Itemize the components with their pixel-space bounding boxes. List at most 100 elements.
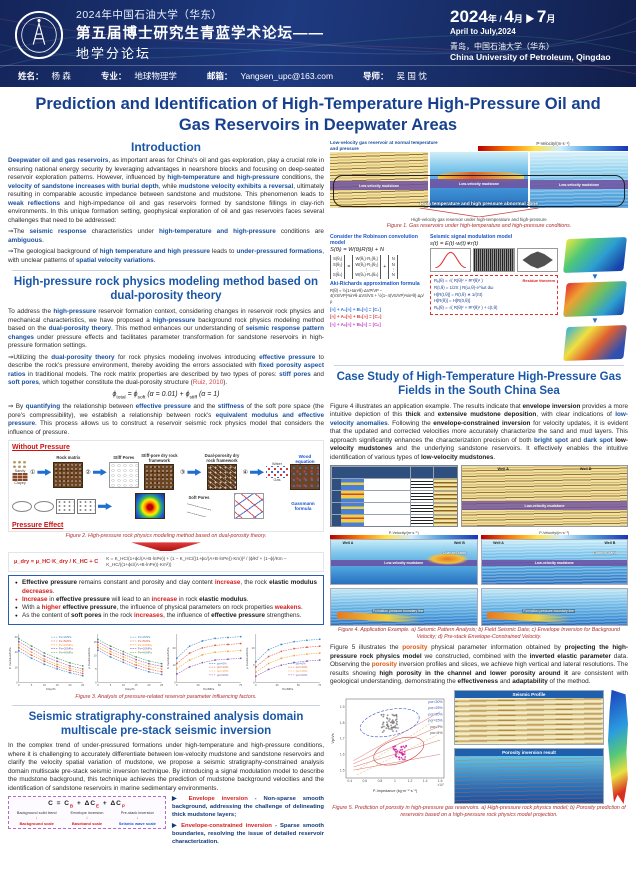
svg-text:Clay/%: Clay/%: [46, 687, 56, 691]
pattern-table-cell: [341, 514, 364, 526]
decomp-col-envelope: Envelope inversion ↓ Baseband scale: [63, 810, 110, 826]
velocity-volume-icon: [563, 325, 627, 362]
event-titles: 2024年中国石油大学（华东） 第五届博士研究生青蓝学术论坛—— 地学分论坛: [76, 7, 324, 62]
decomp-col-background: Background solid trend ↓ Background scal…: [13, 810, 60, 826]
pattern-table-header-cell: [341, 466, 364, 479]
svg-text:75: 75: [318, 683, 321, 687]
seismic-profile-image: [455, 697, 603, 745]
svg-text:por=5%: por=5%: [296, 661, 306, 665]
event-subtitle: 地学分论坛: [76, 46, 152, 61]
residue-theorem-label: Residue theorem: [522, 278, 555, 284]
soft-pores-icon: [187, 501, 211, 517]
envelope-bullets: ▶ Envelope inversion - Non-sparse smooth…: [172, 796, 324, 850]
step-4: ④: [242, 469, 248, 476]
svg-text:0: 0: [18, 683, 20, 687]
wavelet-matrix-rows: [≈] + A₁[≈] + B₁[≈] = [C₁] [≈] + A₂[≈] +…: [330, 307, 382, 327]
k-formula: K = K_HC/(1+ϕc/(A+B·lnPe)) + (1 − K_HC/(…: [106, 556, 287, 568]
section3-paragraph: In the complex trend of under-pressured …: [8, 742, 324, 792]
robinson-matrix: S(θ₁) S(θ₂) ⋮ S(θₙ) = W(θ₁)·R₁(θ₁) W(θ₂)·R₂(…: [330, 255, 426, 279]
svg-text:50: 50: [297, 683, 300, 687]
normal-reservoir-label: Low-velocity gas reservoir at normal tem…: [330, 140, 438, 151]
modulation-miniplots: [430, 248, 558, 273]
flow-arrow-icon: [250, 468, 264, 476]
svg-text:1.2: 1.2: [408, 779, 413, 783]
pattern-table-cell: [433, 478, 457, 491]
figure-2-caption: Figure 2. High-pressure rock physics mod…: [65, 533, 267, 540]
case-study-paragraph-2: Figure 5 illustrates the porosity physic…: [330, 644, 629, 686]
stiff-pores-cube: Stiff Pores: [108, 456, 139, 489]
channel-sand-label: Channel sand: [593, 550, 617, 555]
envelope-bullet-1: ▶ Envelope inversion - Non-sparse smooth…: [172, 796, 325, 819]
velocity-section-d: Formation pressure boundary line: [480, 587, 628, 626]
svg-text:por=20%: por=20%: [217, 673, 229, 677]
pressure-effect-label: Pressure Effect: [12, 522, 64, 530]
finding-item: Increase in effective pressure will lead…: [15, 596, 317, 604]
svg-text:por=5%: por=5%: [217, 661, 227, 665]
pattern-table-header-cell: [433, 466, 457, 479]
figure-2-bottom-row: Soft Pores Gassmann formula: [12, 493, 320, 520]
pattern-table-cell: [433, 490, 457, 503]
decomposition-formula: C = CB + ΔCE + ΔCP: [48, 800, 126, 809]
sem-image-icon: [56, 498, 75, 514]
finding-item: With a higher effective pressure, the in…: [15, 604, 317, 612]
mu-formula: μ_dry = μ_HC·K_dry / K_HC + C: [14, 559, 99, 566]
pattern-table-row-label: [331, 502, 341, 515]
svg-text:por=15%: por=15%: [428, 718, 442, 722]
methods-left: Consider the Robinson convolution model …: [330, 232, 426, 360]
svg-text:Vp/Vs: Vp/Vs: [331, 733, 335, 743]
stiff-frame-icon: [144, 464, 175, 491]
pattern-table-header-cell: [387, 466, 411, 479]
seismic-panel-amplitude: Low-velocity mudstone: [330, 152, 428, 209]
svg-text:20: 20: [147, 683, 150, 687]
seismic-pattern-table: [330, 465, 458, 528]
svg-text:Pe=5MPa: Pe=5MPa: [59, 639, 72, 643]
pattern-table-cell: [410, 490, 434, 503]
abnormal-zone-label: High temperature and high pressure abnor…: [420, 201, 538, 207]
stress-field-cube-icon: [134, 493, 165, 520]
finding-item: Effective pressure remains constant and …: [15, 579, 317, 596]
wavelet-plot-icon: [430, 248, 472, 273]
intro-heading: Introduction: [131, 140, 201, 155]
mudstone-band: Low-velocity mudstone: [481, 560, 627, 566]
svg-text:Pe=40MPa: Pe=40MPa: [138, 650, 152, 654]
methods-block: Consider the Robinson convolution model …: [330, 232, 628, 362]
svg-text:Pe=2MPa: Pe=2MPa: [59, 635, 72, 639]
pattern-table-cell: [341, 478, 364, 491]
colorbar-title: P-Velocity/(m·s⁻¹): [536, 141, 570, 147]
svg-text:10: 10: [122, 683, 125, 687]
pattern-table-row-label: [331, 478, 341, 491]
svg-text:Pe=20MPa: Pe=20MPa: [59, 647, 73, 651]
svg-text:1.6: 1.6: [340, 752, 345, 756]
down-arrow-icon: ↓: [85, 815, 89, 821]
svg-text:por=30%: por=30%: [428, 700, 442, 704]
figure-2: Without Pressure Sandy Clayey ① Rock mat…: [8, 440, 324, 533]
svg-text:5: 5: [253, 663, 255, 667]
section3-title: Seismic stratigraphy-constrained analysi…: [12, 704, 320, 739]
svg-text:0.6: 0.6: [362, 779, 367, 783]
author-email: 邮箱： Yangsen_upc@163.com: [206, 71, 334, 81]
case-study-title: Case Study of High-Temperature High-Pres…: [334, 365, 624, 399]
pattern-table-row-label: [331, 514, 341, 526]
pattern-table-cell: [387, 502, 411, 515]
porosity-formula: ϕtotal = ϕsoft (α = 0.01) + ϕstiff (α = …: [112, 390, 220, 401]
aki-richards-formula: R(θ) ≈ ½(1+tan²θ)·ΔVP/VP − 4(VS/VP)²sin²…: [330, 287, 424, 304]
svg-text:25: 25: [160, 683, 163, 687]
svg-text:1.7: 1.7: [340, 737, 345, 741]
pattern-table-cell: [364, 490, 387, 503]
flow-arrow-icon: [92, 468, 107, 476]
svg-text:Pe/MPa: Pe/MPa: [203, 687, 214, 691]
event-location-cn: 青岛，中国石油大学（华东）: [450, 42, 554, 51]
svg-text:1.9: 1.9: [340, 705, 345, 709]
pressure-formulas: μ_dry = μ_HC·K_dry / K_HC + C K = K_HC/(…: [8, 552, 324, 573]
findings-box: Effective pressure remains constant and …: [8, 575, 324, 625]
colorbar-gradient-icon: [330, 535, 478, 539]
hp-reservoir-label: High-velocity gas reservoir under high-t…: [411, 217, 547, 223]
stiff-pores-icon: [108, 462, 139, 489]
robinson-formula: S(θᵢ) = W(θᵢ)R(θᵢ) + N: [330, 247, 385, 254]
svg-text:0: 0: [255, 683, 257, 687]
section2-title: High-pressure rock physics modeling meth…: [12, 270, 320, 304]
pattern-table-cell: [387, 478, 411, 491]
pattern-table-header-cell: [364, 466, 387, 479]
